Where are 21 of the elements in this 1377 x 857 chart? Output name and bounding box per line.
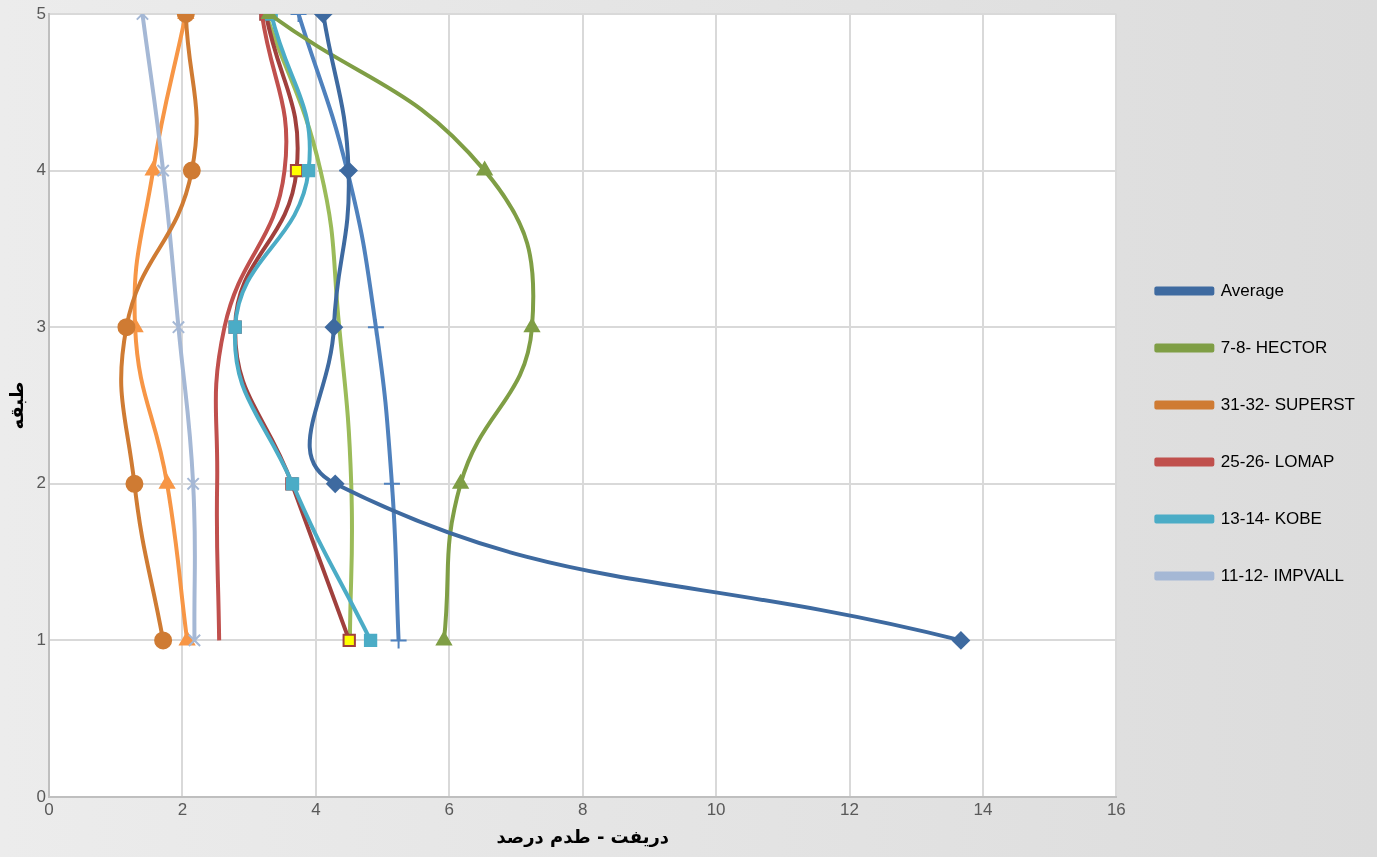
x-tick-label: 4: [311, 799, 321, 819]
x-tick-label: 16: [1106, 799, 1126, 819]
legend-label: 11-12- IMPVALL: [1220, 565, 1344, 585]
y-tick-label: 1: [36, 630, 47, 650]
legend-label: 7-8- HECTOR: [1220, 337, 1328, 357]
y-tick-label: 2: [36, 473, 47, 493]
x-tick-label: 10: [706, 799, 726, 819]
x-axis-title: دریفت - طدم درصد: [496, 825, 669, 847]
x-tick-label: 8: [577, 799, 588, 819]
legend-label: 25-26- LOMAP: [1220, 451, 1335, 471]
y-tick-label: 3: [36, 316, 47, 336]
y-tick-label: 4: [36, 160, 47, 180]
x-tick-label: 14: [973, 799, 993, 819]
y-tick-label: 5: [36, 3, 47, 23]
legend-label: 13-14- KOBE: [1220, 508, 1322, 528]
x-tick-label: 6: [444, 799, 455, 819]
legend-label: Average: [1220, 280, 1284, 300]
x-tick-label: 2: [177, 799, 188, 819]
y-axis-title: طبقه: [6, 381, 28, 430]
legend-label: 31-32- SUPERST: [1220, 394, 1356, 414]
x-tick-label: 12: [840, 799, 859, 819]
